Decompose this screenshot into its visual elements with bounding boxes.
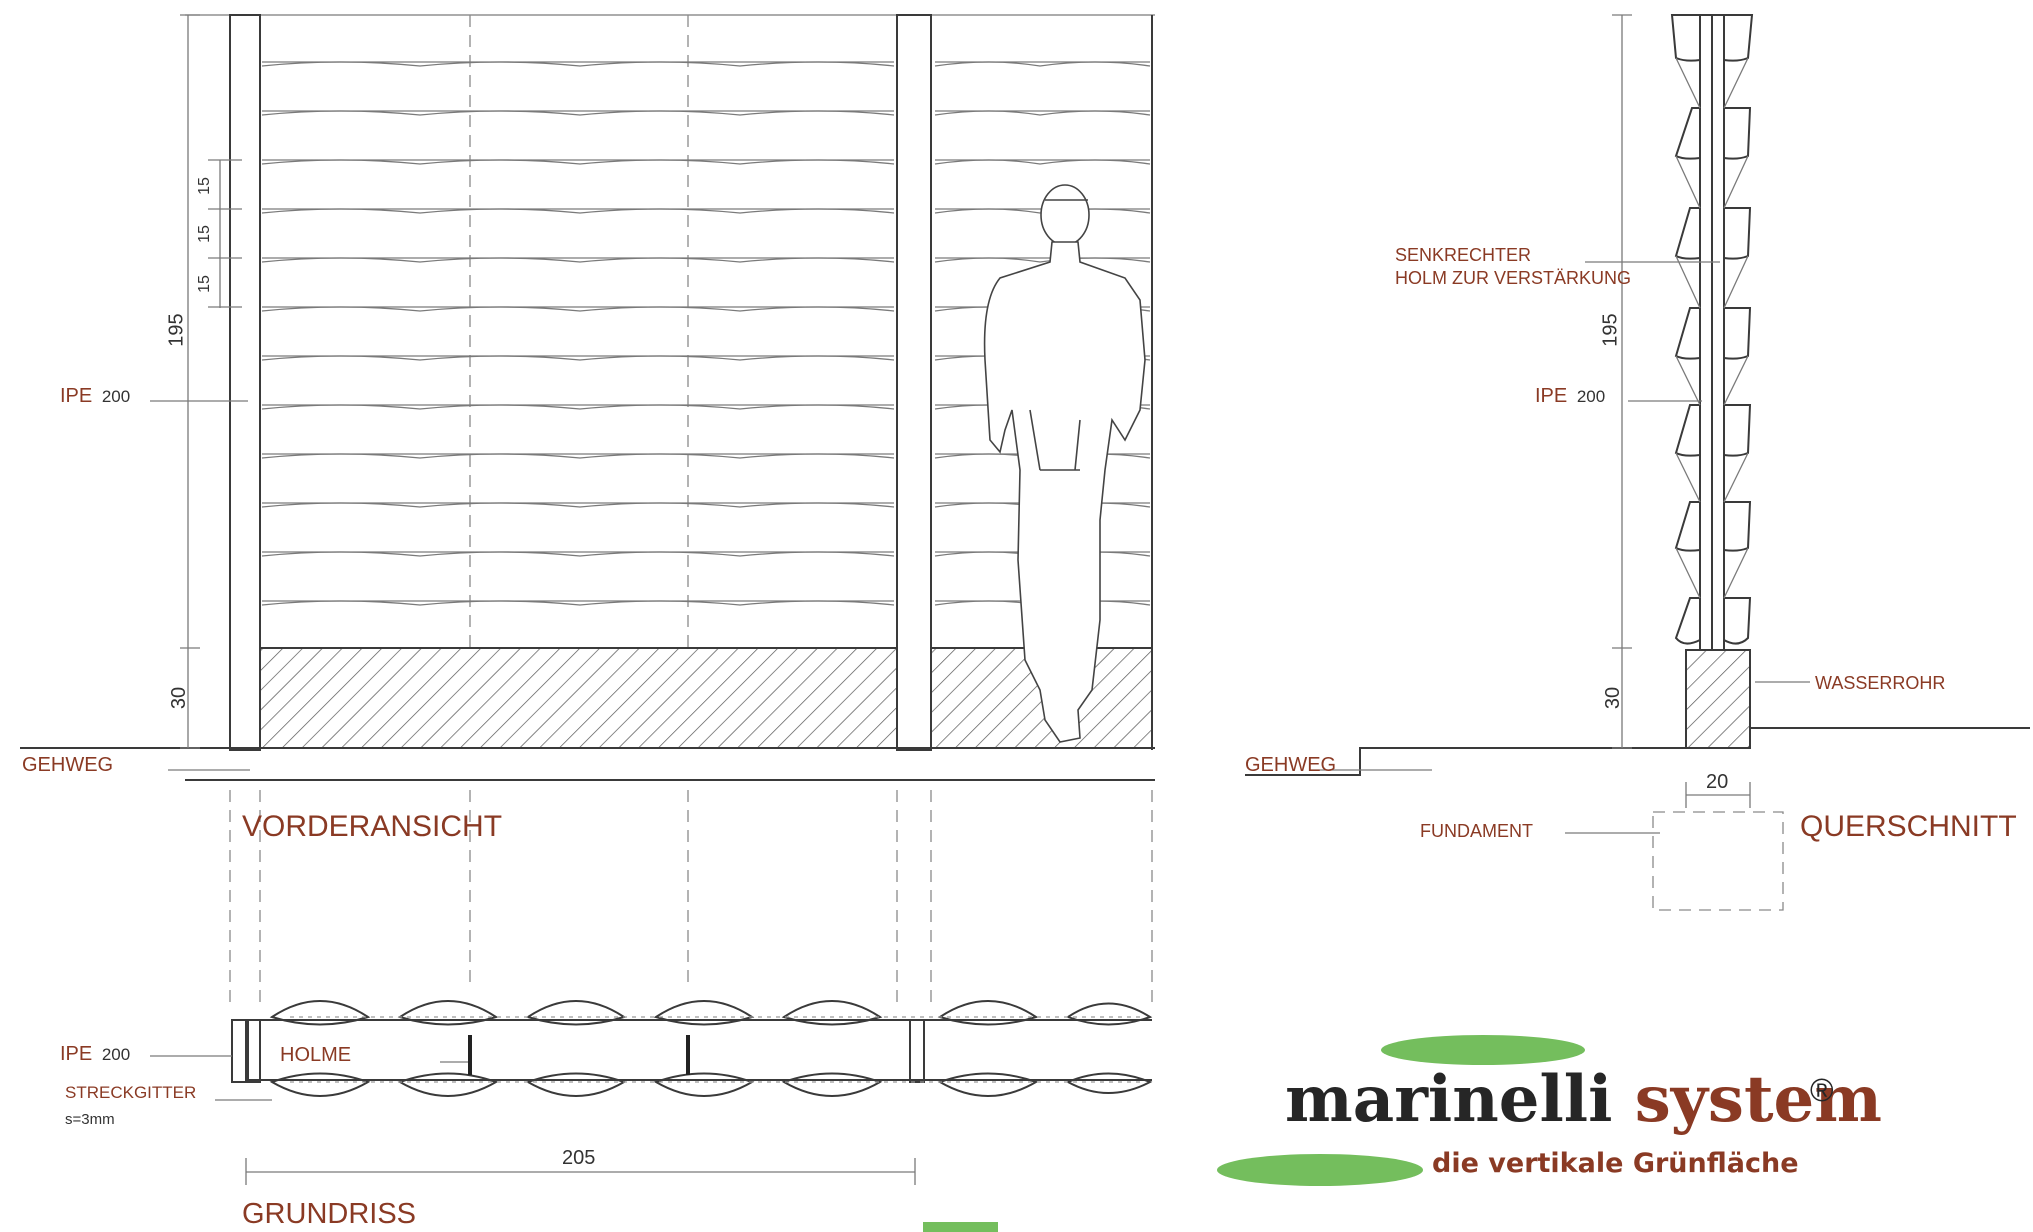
plan-holme-label: HOLME — [280, 1044, 352, 1066]
plan-drawing — [150, 1000, 1153, 1185]
front-small-dim-2: 15 — [195, 225, 213, 243]
front-small-dim-1: 15 — [195, 177, 213, 195]
left-ipe-post — [229, 14, 261, 751]
plan-ipe-size: 200 — [101, 1045, 131, 1064]
section-height-base: 30 — [1602, 686, 1625, 710]
front-ipe-size: 200 — [101, 387, 131, 406]
section-ground-label: GEHWEG — [1245, 754, 1337, 776]
section-height-upper: 195 — [1599, 313, 1622, 347]
cross-section-title: QUERSCHNITT — [1800, 810, 2017, 843]
section-width-dim: 20 — [1706, 771, 1729, 793]
front-height-base: 30 — [168, 686, 191, 710]
logo-registered-mark: ® — [1810, 1072, 1834, 1108]
reinforcement-line1: SENKRECHTER — [1395, 245, 1532, 265]
front-height-upper: 195 — [165, 313, 188, 347]
plan-ipe-text: IPE — [60, 1043, 93, 1065]
person-figure — [983, 184, 1146, 743]
reinforcement-label: SENKRECHTER HOLM ZUR VERSTÄRKUNG — [1395, 244, 1631, 289]
cross-section-drawing — [1245, 14, 2030, 911]
logo-brand-part1: marinelli — [1285, 1062, 1613, 1137]
reinforcement-line2: HOLM ZUR VERSTÄRKUNG — [1395, 267, 1632, 288]
front-ipe-text: IPE — [60, 385, 93, 407]
front-view-title: VORDERANSICHT — [242, 810, 503, 843]
logo-green-ellipse-top — [1381, 1035, 1585, 1065]
plan-mesh-label: STRECKGITTER — [65, 1083, 197, 1102]
plan-ipe-label: IPE 200 — [60, 1044, 130, 1064]
front-ground-label: GEHWEG — [22, 754, 114, 776]
foundation-label: FUNDAMENT — [1420, 821, 1533, 841]
logo-wordmark: marinelli system — [1285, 1068, 1882, 1132]
plan-width-dim: 205 — [562, 1147, 596, 1169]
section-ipe-label: IPE 200 — [1535, 386, 1605, 406]
plan-mesh-thickness: s=3mm — [65, 1111, 115, 1128]
logo-brand-part2: system — [1634, 1062, 1882, 1137]
logo-green-ellipse-bottom — [1217, 1154, 1423, 1186]
green-marker — [923, 1222, 998, 1232]
base-left — [259, 647, 898, 749]
water-pipe-label: WASSERROHR — [1815, 673, 1946, 693]
logo-tagline: die vertikale Grünfläche — [1432, 1148, 1799, 1179]
section-ipe-size: 200 — [1576, 387, 1606, 406]
front-ipe-label: IPE 200 — [60, 386, 130, 406]
front-small-dim-3: 15 — [195, 275, 213, 293]
section-ipe-text: IPE — [1535, 385, 1568, 407]
front-view-drawing — [20, 14, 1155, 1010]
middle-ipe-post — [896, 14, 932, 751]
plan-title: GRUNDRISS — [242, 1198, 417, 1230]
